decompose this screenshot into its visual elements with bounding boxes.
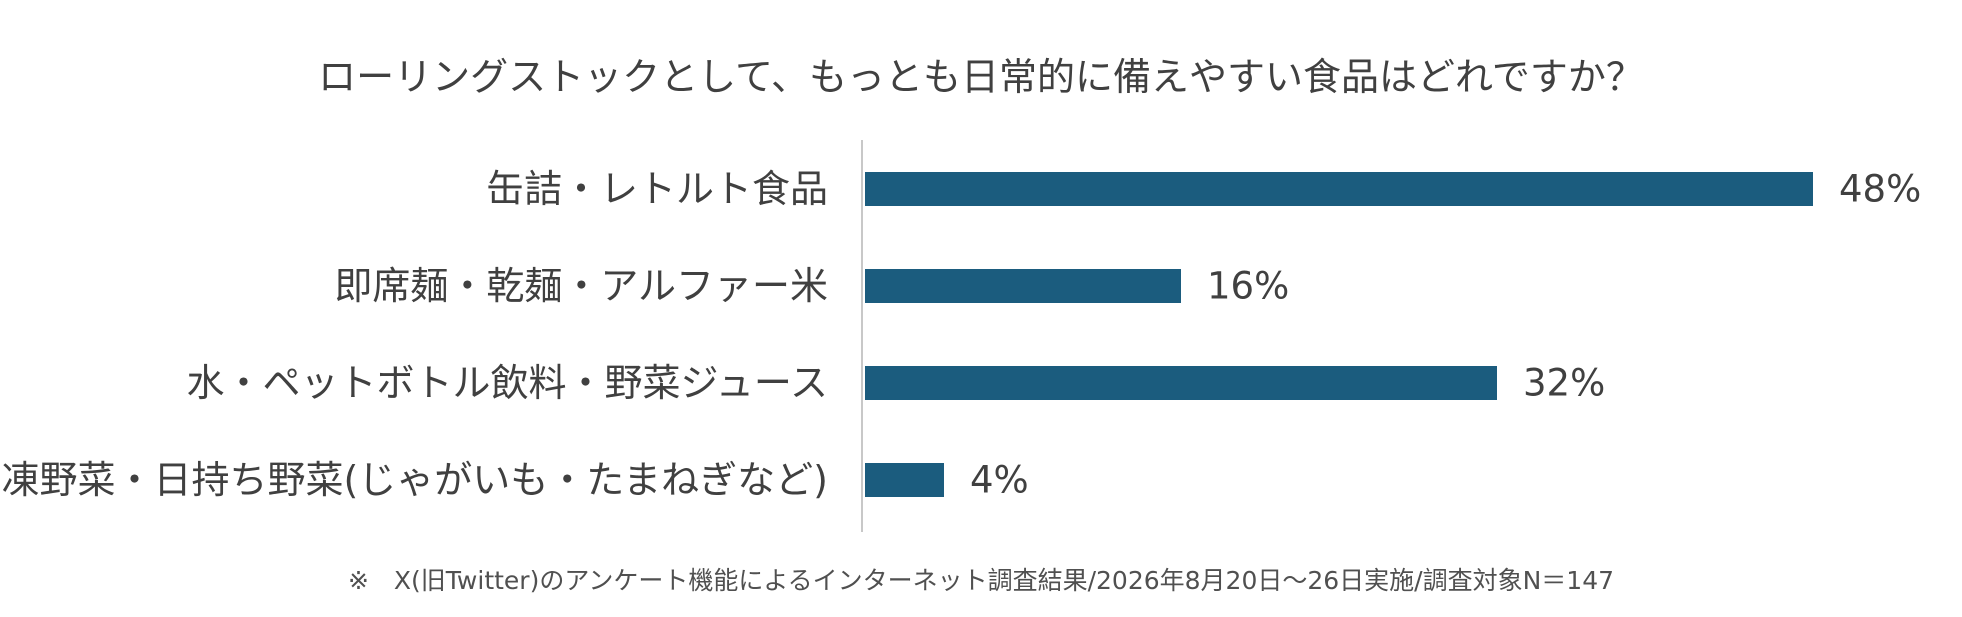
bar (865, 269, 1181, 303)
value-label: 4% (970, 459, 1029, 502)
footnote: ※ X(旧Twitter)のアンケート機能によるインターネット調査結果/2026… (347, 566, 1615, 595)
value-label: 48% (1839, 168, 1921, 211)
value-label: 16% (1207, 265, 1289, 308)
bar (865, 172, 1813, 206)
category-label: 即席麺・乾麺・アルファー米 (334, 264, 828, 308)
category-label: 缶詰・レトルト食品 (486, 167, 828, 211)
value-label: 32% (1523, 362, 1605, 405)
bars-group: 缶詰・レトルト食品 48% 即席麺・乾麺・アルファー米 16% 水・ペットボトル飲料・野… (0, 167, 1921, 502)
category-label: 冷凍野菜・日持ち野菜(じゃがいも・たまねぎなど) (0, 458, 828, 502)
chart-title: ローリングストックとして、もっとも日常的に備えやすい食品はどれですか？ (318, 55, 1644, 99)
bar (865, 463, 944, 497)
category-label: 水・ペットボトル飲料・野菜ジュース (187, 361, 828, 405)
bar-chart: 缶詰・レトルト食品 48% 即席麺・乾麺・アルファー米 16% 水・ペットボトル飲料・野… (0, 140, 1921, 532)
bar (865, 366, 1497, 400)
